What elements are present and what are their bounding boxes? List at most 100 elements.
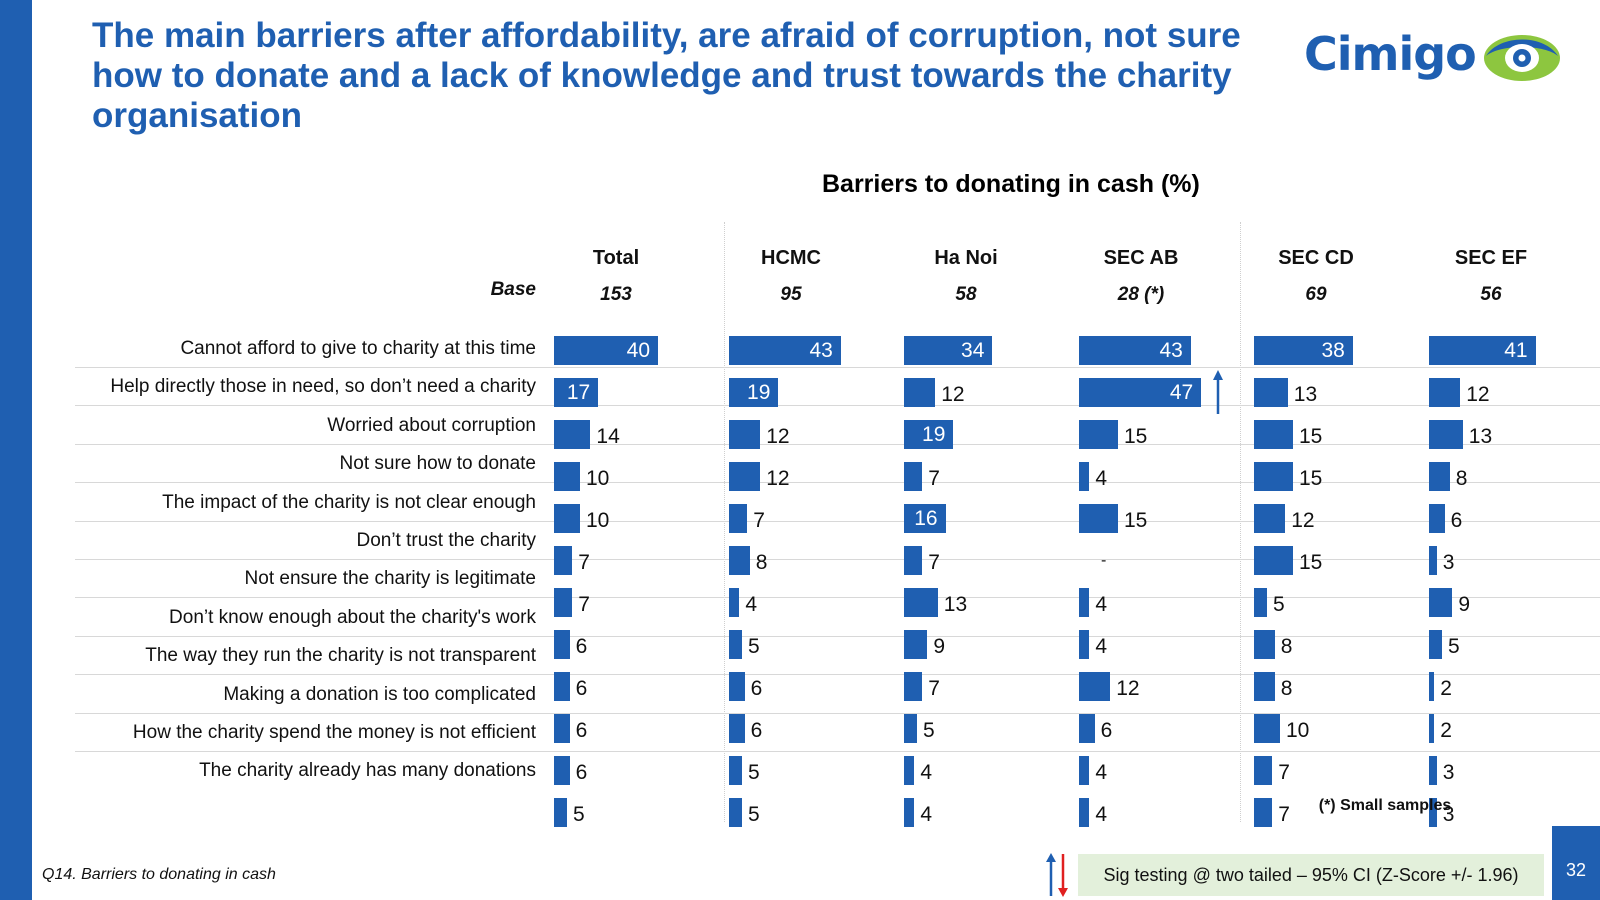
sig-arrows-icon xyxy=(1046,853,1068,897)
bar-value-label: 12 xyxy=(766,425,790,448)
bar xyxy=(1254,672,1275,701)
bar xyxy=(554,546,573,575)
bar-value-label: 8 xyxy=(1280,635,1293,658)
bar xyxy=(554,462,580,491)
bar xyxy=(554,672,570,701)
bar xyxy=(1254,714,1280,743)
column-base: 153 xyxy=(600,284,632,305)
bar-value-label: 2 xyxy=(1440,719,1452,742)
bar-value-label: 15 xyxy=(1299,467,1323,490)
bar xyxy=(904,378,936,407)
bar-value-label: 4 xyxy=(1095,593,1108,616)
bar xyxy=(554,756,570,785)
bar xyxy=(729,672,745,701)
bar xyxy=(904,546,923,575)
column-header: SEC CD xyxy=(1278,247,1354,269)
bar xyxy=(1254,756,1273,785)
bar xyxy=(554,588,573,617)
bar-value-label: 6 xyxy=(750,719,763,742)
bar-value-missing: - xyxy=(1101,552,1107,569)
bar xyxy=(1429,672,1435,701)
row-divider xyxy=(75,443,1600,445)
bar xyxy=(1254,546,1293,575)
left-accent-band xyxy=(0,0,32,900)
row-label: The impact of the charity is not clear e… xyxy=(162,491,536,513)
bar-value-label: 19 xyxy=(922,423,946,446)
bar xyxy=(1429,420,1463,449)
bar xyxy=(729,546,750,575)
logo-wordmark: Cimigo xyxy=(1304,27,1477,81)
bar-value-label: 12 xyxy=(766,467,790,490)
bar xyxy=(1429,588,1453,617)
bar xyxy=(554,798,567,827)
page-title: The main barriers after affordability, a… xyxy=(92,16,1241,135)
bar-value-label: 3 xyxy=(1442,761,1455,784)
bar-value-label: 14 xyxy=(596,425,620,448)
row-label: How the charity spend the money is not e… xyxy=(132,722,536,743)
bar-value-label: 7 xyxy=(578,551,590,574)
column-header: Ha Noi xyxy=(934,247,998,269)
bar xyxy=(554,714,570,743)
bar xyxy=(1429,714,1435,743)
bar xyxy=(1254,336,1353,365)
bar xyxy=(729,504,748,533)
bar xyxy=(904,504,946,533)
bar xyxy=(904,588,938,617)
page-number: 32 xyxy=(1552,826,1600,900)
bar-value-label: 5 xyxy=(748,635,760,658)
row-label: Help directly those in need, so don’t ne… xyxy=(110,376,536,398)
column-header: SEC AB xyxy=(1103,247,1179,269)
bar xyxy=(904,336,993,365)
bar xyxy=(1079,630,1090,659)
bar xyxy=(1429,504,1445,533)
bar-value-label: 8 xyxy=(755,551,768,574)
bar xyxy=(1429,462,1450,491)
bar xyxy=(1079,378,1202,407)
bar xyxy=(1254,420,1293,449)
row-divider xyxy=(75,559,1600,560)
bar-value-label: 4 xyxy=(1095,803,1108,826)
row-label: Not ensure the charity is legitimate xyxy=(244,568,536,590)
bar xyxy=(729,336,841,365)
bar-value-label: 5 xyxy=(573,803,585,826)
bar xyxy=(1429,378,1461,407)
row-label: The charity already has many donations xyxy=(199,760,536,782)
bar-value-label: 7 xyxy=(928,467,940,490)
bar xyxy=(554,504,580,533)
bar xyxy=(1254,462,1293,491)
bar-value-label: 3 xyxy=(1442,803,1455,826)
bar xyxy=(904,420,954,449)
bar-value-label: 4 xyxy=(1095,467,1108,490)
bar-value-label: 4 xyxy=(745,593,758,616)
bar xyxy=(729,462,761,491)
bar xyxy=(729,378,779,407)
row-divider xyxy=(75,635,1600,637)
column-base: 95 xyxy=(780,284,802,305)
bar-value-label: 6 xyxy=(575,635,588,658)
chart-title: Barriers to donating in cash (%) xyxy=(822,170,1200,198)
bar-value-label: 5 xyxy=(748,803,760,826)
bar xyxy=(1079,336,1191,365)
bar xyxy=(904,798,915,827)
bar-value-label: 5 xyxy=(1448,635,1460,658)
bar-value-label: 47 xyxy=(1169,381,1194,404)
column-base: 69 xyxy=(1305,284,1327,305)
bar xyxy=(1079,798,1090,827)
bar xyxy=(554,378,599,407)
bar-value-label: 7 xyxy=(928,677,940,700)
bar-value-label: 10 xyxy=(1286,719,1310,742)
bar xyxy=(729,420,761,449)
column-separator xyxy=(1240,222,1241,822)
cimigo-logo: Cimigo xyxy=(1304,26,1572,88)
bar-value-label: 5 xyxy=(748,761,760,784)
bar-value-label: 12 xyxy=(1466,383,1490,406)
column-separator xyxy=(724,222,725,822)
bar-value-label: 43 xyxy=(1159,339,1183,362)
bar xyxy=(729,588,740,617)
column-base: 58 xyxy=(955,284,977,305)
bar-value-label: 6 xyxy=(575,677,588,700)
bar-value-label: 8 xyxy=(1280,677,1293,700)
bar-value-label: 15 xyxy=(1299,551,1323,574)
bar-value-label: 17 xyxy=(566,381,591,404)
bar-value-label: 10 xyxy=(586,467,610,490)
